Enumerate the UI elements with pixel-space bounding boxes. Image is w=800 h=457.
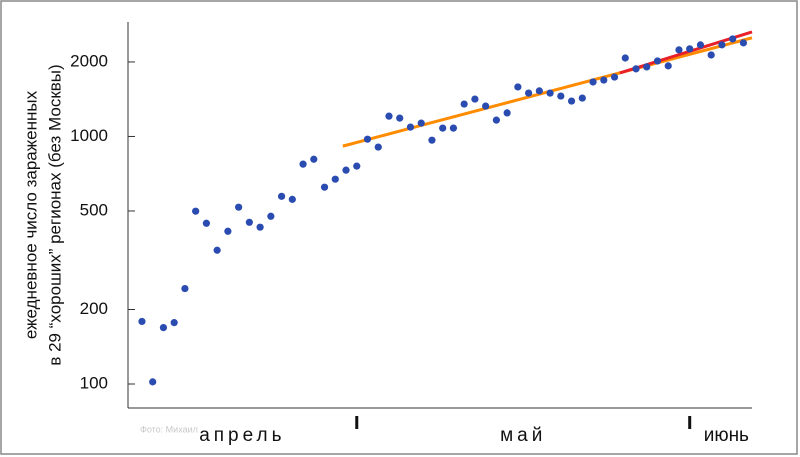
point <box>202 219 211 227</box>
point <box>310 155 318 163</box>
point <box>267 212 275 220</box>
point <box>170 319 178 327</box>
point <box>235 203 243 211</box>
point <box>439 124 447 132</box>
point <box>578 94 586 102</box>
y-tick-label: 500 <box>80 200 108 219</box>
y-tick-label: 200 <box>80 299 108 318</box>
point <box>138 317 146 326</box>
point <box>567 97 576 105</box>
y-tick-label: 2000 <box>70 51 108 70</box>
month-label: июнь <box>704 425 749 446</box>
point <box>449 124 458 132</box>
point <box>385 112 393 120</box>
point <box>331 175 339 183</box>
point <box>471 95 479 103</box>
point <box>396 114 404 122</box>
point <box>729 35 737 43</box>
point <box>374 143 382 151</box>
point <box>406 123 415 131</box>
point <box>503 109 511 117</box>
point <box>224 227 232 235</box>
point <box>643 63 651 71</box>
point <box>277 192 286 200</box>
month-label: апрель <box>199 425 285 446</box>
point <box>686 45 694 53</box>
point <box>482 102 490 110</box>
watermark: Фото: Михаил <box>140 424 198 434</box>
point <box>675 46 683 54</box>
point <box>288 195 296 203</box>
point <box>610 73 619 81</box>
point <box>256 223 264 231</box>
point <box>718 41 726 49</box>
point <box>342 166 350 174</box>
point <box>320 183 329 191</box>
point <box>739 39 748 47</box>
point <box>707 51 715 59</box>
point <box>525 89 533 97</box>
y-tick-label: 100 <box>80 373 108 392</box>
point <box>159 323 168 332</box>
point <box>213 246 221 254</box>
point <box>514 83 522 91</box>
point <box>696 41 705 49</box>
y-axis-label: ежедневное число зараженных <box>21 90 40 339</box>
y-tick-label: 1000 <box>70 126 108 145</box>
point <box>492 116 500 124</box>
point <box>653 57 662 65</box>
point <box>546 89 554 97</box>
point <box>621 54 629 62</box>
point <box>557 92 565 100</box>
point <box>589 78 597 86</box>
point <box>245 218 253 226</box>
point <box>353 162 361 170</box>
point <box>535 87 543 95</box>
point <box>192 207 200 215</box>
point <box>428 136 436 144</box>
point <box>363 135 372 143</box>
y-axis-label: в 29 “хороших” регионах (без Москвы) <box>45 64 64 365</box>
point <box>299 160 307 168</box>
point <box>632 65 640 73</box>
point <box>149 378 157 386</box>
point <box>181 284 189 293</box>
point <box>417 119 425 127</box>
point <box>664 62 672 70</box>
month-label: май <box>500 425 546 446</box>
point <box>460 100 468 108</box>
point <box>600 76 608 84</box>
